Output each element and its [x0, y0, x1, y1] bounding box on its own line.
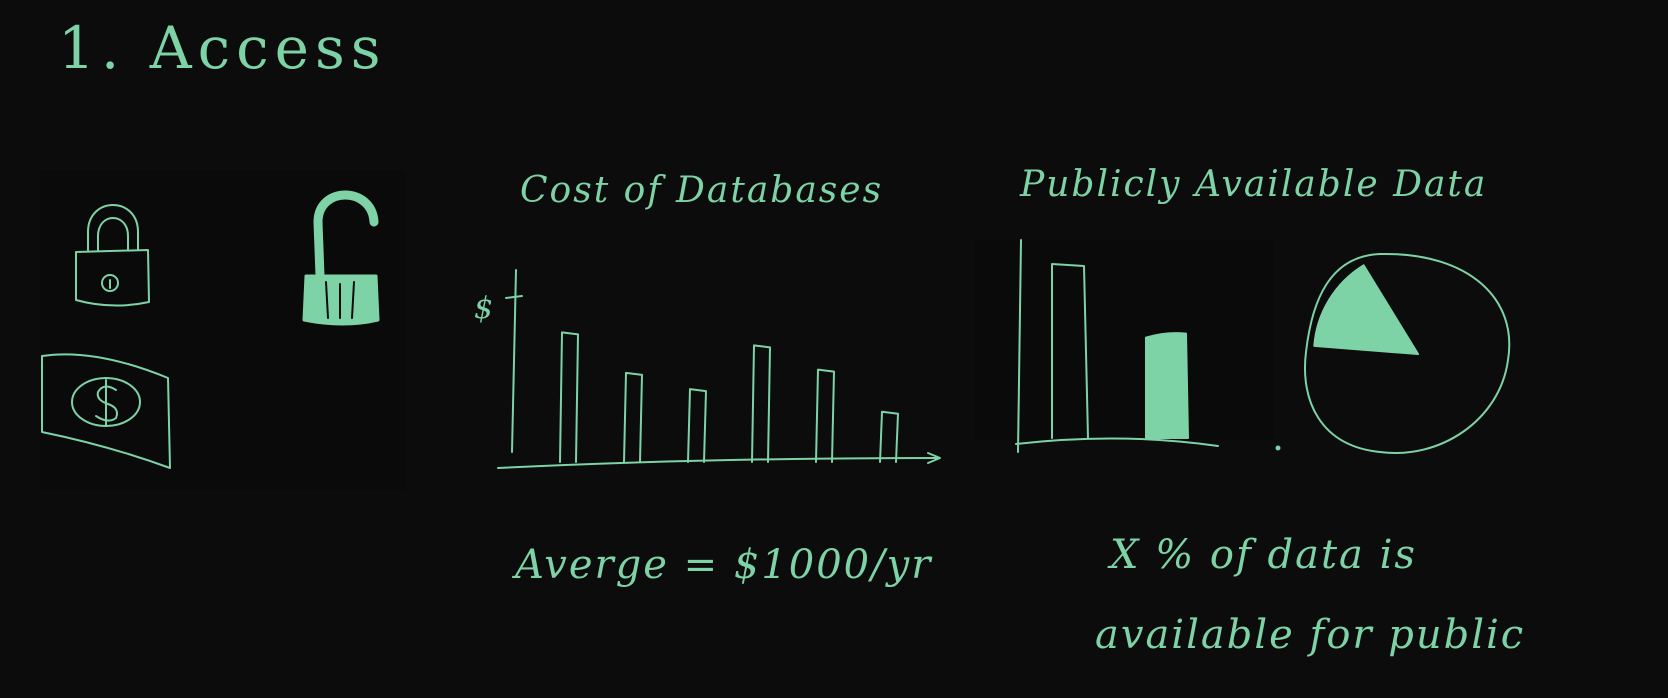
public-bar	[1051, 263, 1089, 439]
unlocked-padlock-icon	[302, 190, 380, 326]
cost-chart-axes	[497, 269, 941, 469]
public-bar	[1145, 332, 1189, 439]
cost-bar	[623, 371, 643, 463]
public-chart-title: Publicly Available Data	[1020, 164, 1488, 205]
public-chart-panel	[975, 240, 1275, 440]
dollar-bill-icon	[41, 353, 171, 469]
page-title: 1. Access	[58, 14, 387, 82]
public-chart-bars	[1051, 263, 1189, 439]
public-note-line1: X % of data is	[1110, 532, 1417, 578]
cost-bar	[815, 368, 835, 463]
cost-bar	[687, 388, 707, 463]
public-pie-chart	[1304, 252, 1511, 454]
public-note-line2: available for public	[1095, 612, 1526, 658]
locked-padlock-icon	[75, 204, 150, 307]
cost-y-axis-symbol: $	[474, 291, 493, 326]
cost-chart-bars	[559, 331, 899, 463]
cost-bar	[879, 410, 899, 463]
public-chart-axes	[1015, 239, 1281, 453]
cost-bar	[559, 331, 579, 463]
cost-average-note: Averge = $1000/yr	[515, 542, 933, 588]
cost-chart-title: Cost of Databases	[520, 170, 884, 211]
pie-slice-public	[1313, 264, 1419, 355]
cost-bar	[751, 344, 771, 463]
